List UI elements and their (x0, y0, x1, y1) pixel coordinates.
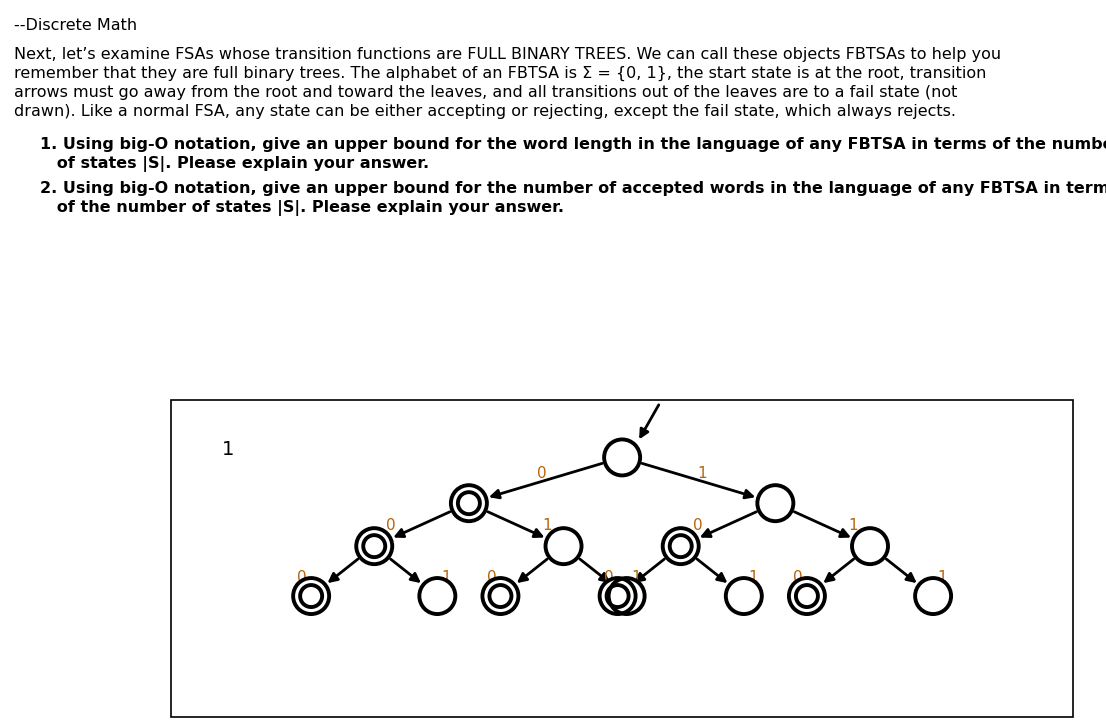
Circle shape (915, 578, 951, 614)
Text: 1: 1 (698, 466, 707, 481)
Text: 0: 0 (298, 570, 307, 585)
Circle shape (293, 578, 330, 614)
Circle shape (419, 578, 456, 614)
Text: 1: 1 (542, 518, 552, 533)
Circle shape (451, 485, 487, 521)
Bar (171, 400, 1073, 717)
Circle shape (758, 485, 793, 521)
Text: --Discrete Math: --Discrete Math (14, 18, 137, 33)
Text: drawn). Like a normal FSA, any state can be either accepting or rejecting, excep: drawn). Like a normal FSA, any state can… (14, 104, 956, 119)
Text: 1. Using big-O notation, give an upper bound for the word length in the language: 1. Using big-O notation, give an upper b… (40, 137, 1106, 152)
Text: 1: 1 (937, 570, 947, 585)
Circle shape (662, 528, 699, 564)
Text: 0: 0 (487, 570, 497, 585)
Text: 1: 1 (441, 570, 451, 585)
Circle shape (545, 528, 582, 564)
Text: remember that they are full binary trees. The alphabet of an FBTSA is Σ = {0, 1}: remember that they are full binary trees… (14, 66, 987, 81)
Text: 1: 1 (848, 518, 858, 533)
Text: 0: 0 (386, 518, 396, 533)
Circle shape (482, 578, 519, 614)
Circle shape (726, 578, 762, 614)
Text: Next, let’s examine FSAs whose transition functions are FULL BINARY TREES. We ca: Next, let’s examine FSAs whose transitio… (14, 47, 1001, 62)
Text: 1: 1 (748, 570, 758, 585)
Circle shape (608, 578, 645, 614)
Text: 0: 0 (538, 466, 546, 481)
Circle shape (789, 578, 825, 614)
Circle shape (604, 439, 640, 475)
Text: 0: 0 (793, 570, 803, 585)
Text: 0: 0 (604, 570, 614, 585)
Text: 0: 0 (692, 518, 702, 533)
Text: 2. Using big-O notation, give an upper bound for the number of accepted words in: 2. Using big-O notation, give an upper b… (40, 181, 1106, 196)
Circle shape (356, 528, 393, 564)
Text: 1: 1 (221, 440, 233, 459)
Text: of the number of states |S|. Please explain your answer.: of the number of states |S|. Please expl… (40, 200, 564, 216)
Text: 1: 1 (630, 570, 640, 585)
Text: of states |S|. Please explain your answer.: of states |S|. Please explain your answe… (40, 156, 429, 172)
Circle shape (599, 578, 636, 614)
Circle shape (852, 528, 888, 564)
Text: arrows must go away from the root and toward the leaves, and all transitions out: arrows must go away from the root and to… (14, 85, 958, 100)
